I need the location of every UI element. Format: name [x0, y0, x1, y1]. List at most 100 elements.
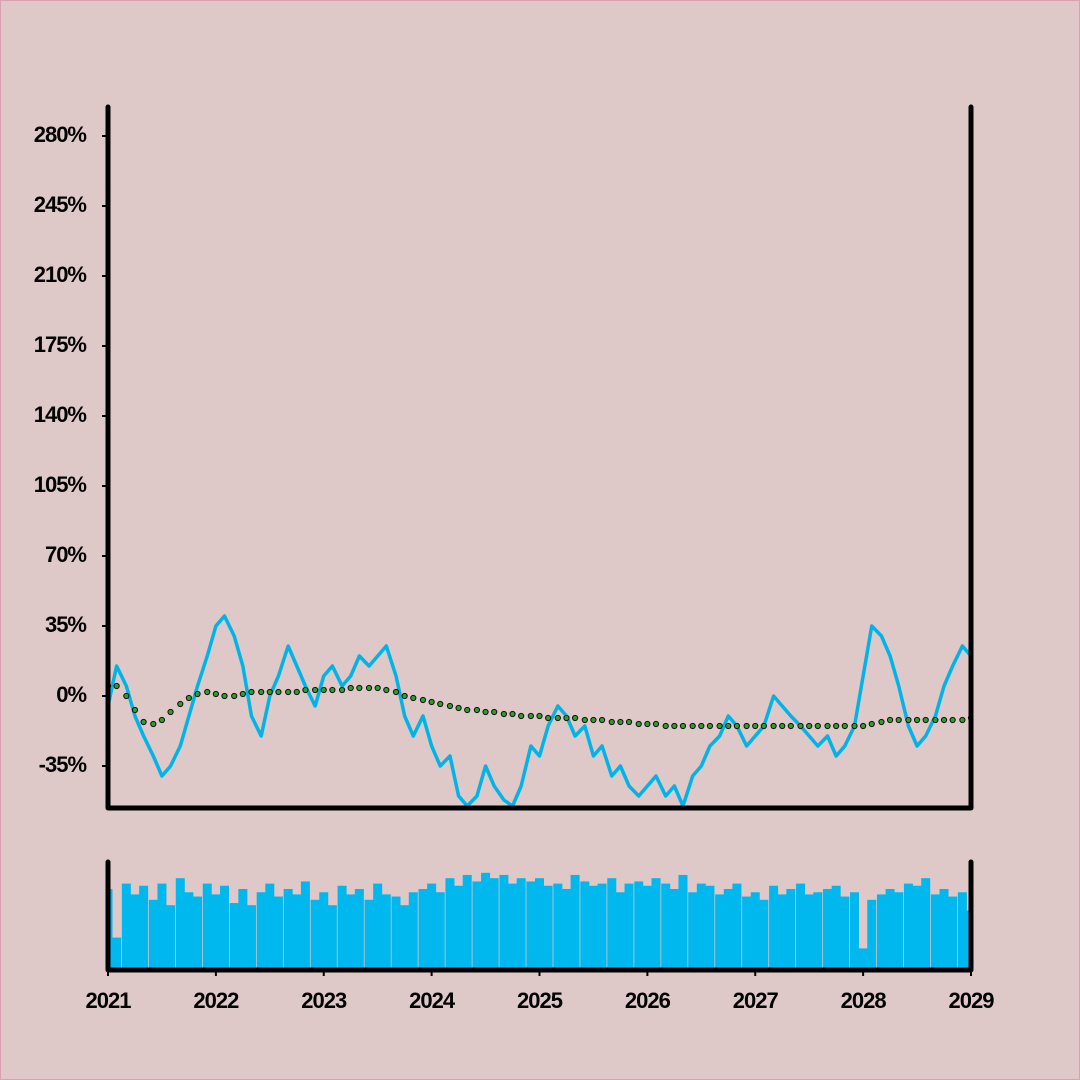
volume-bar [516, 878, 526, 970]
volume-bar [408, 892, 418, 970]
trend-dot [365, 684, 373, 692]
volume-bar [535, 878, 544, 970]
volume-bar [148, 899, 158, 970]
trend-dot [437, 700, 444, 708]
trend-dot [113, 682, 120, 690]
volume-bar [526, 881, 536, 970]
trend-dot [482, 708, 489, 716]
volume-bar [238, 889, 248, 970]
trend-dot [779, 722, 786, 730]
volume-bar [715, 894, 725, 970]
trend-dot [123, 692, 130, 700]
trend-dot [625, 718, 633, 726]
trend-dot [932, 716, 939, 724]
x-tick-label: 2024 [409, 988, 456, 1013]
volume-bar [543, 885, 553, 970]
trend-dot [679, 722, 687, 730]
trend-dot [158, 716, 166, 724]
volume-bar [813, 892, 823, 970]
volume-bar [391, 896, 401, 970]
trend-dot [824, 722, 831, 730]
volume-bar [273, 896, 283, 970]
volume-bar [850, 892, 859, 970]
trend-dot [212, 690, 219, 698]
trend-dot [338, 686, 346, 694]
volume-bar [292, 894, 302, 970]
trend-dot [644, 720, 651, 728]
volume-bar [642, 885, 652, 970]
trend-dot [312, 686, 319, 694]
y-tick-label: 245% [34, 192, 87, 217]
x-tick-label: 2028 [841, 988, 887, 1013]
volume-bar [112, 937, 122, 970]
trend-dot [868, 720, 875, 728]
volume-bar [354, 889, 364, 970]
volume-bar [930, 894, 940, 970]
volume-bar [337, 885, 347, 970]
trend-dot [635, 720, 642, 728]
trend-dot [554, 714, 561, 722]
trend-dot [833, 722, 840, 730]
volume-bar [319, 892, 329, 970]
volume-bar [723, 889, 733, 970]
x-tick-label: 2026 [625, 988, 671, 1013]
volume-bar [786, 889, 796, 970]
trend-dot [194, 690, 201, 698]
volume-bar [445, 878, 455, 970]
volume-bar [130, 894, 140, 970]
volume-bar [427, 883, 437, 970]
trend-dot [302, 686, 309, 694]
trend-dot [895, 716, 902, 724]
y-tick-label: -35% [39, 752, 87, 777]
volume-bar [796, 883, 806, 970]
volume-bar [804, 894, 814, 970]
trend-dot [949, 716, 956, 724]
trend-dot [590, 716, 597, 724]
trend-dot [392, 688, 400, 696]
trend-dot [733, 722, 741, 730]
x-tick-label: 2029 [949, 988, 995, 1013]
volume-bar [139, 885, 149, 970]
volume-bar [553, 883, 563, 970]
volume-bar [265, 883, 275, 970]
volume-bar [246, 905, 256, 970]
volume-bar [669, 889, 679, 970]
trend-dot [922, 716, 929, 724]
trend-dot [608, 718, 615, 726]
trend-dot [662, 722, 669, 730]
trend-dot [401, 692, 408, 700]
volume-bar [742, 896, 752, 970]
volume-bar [634, 881, 644, 970]
trend-dot [509, 710, 516, 718]
trend-dot [266, 688, 273, 696]
trend-dot [814, 722, 821, 730]
trend-dot [329, 686, 336, 694]
volume-bar [732, 883, 742, 970]
volume-bar [831, 885, 841, 970]
volume-bar [454, 885, 464, 970]
trend-dot [652, 720, 660, 728]
y-tick-label: 70% [45, 542, 86, 567]
trend-dot [527, 712, 534, 720]
y-tick-label: 105% [34, 472, 87, 497]
volume-bar [400, 905, 410, 970]
volume-bar [121, 883, 131, 970]
trend-dot [689, 722, 696, 730]
trend-dot [177, 700, 184, 708]
trend-dot [356, 684, 363, 692]
trend-dot [797, 722, 804, 730]
volume-bar [624, 883, 634, 970]
trend-dot [285, 688, 292, 696]
volume-bar [373, 883, 383, 970]
volume-bar [588, 885, 598, 970]
trend-dot [491, 708, 498, 716]
trend-dot [239, 690, 246, 698]
volume-bar [607, 878, 617, 970]
volume-bar [759, 899, 769, 970]
volume-bar [508, 883, 518, 970]
volume-bar [840, 896, 850, 970]
trend-dot [150, 720, 157, 728]
trend-dot [428, 698, 435, 706]
trend-dot [293, 688, 300, 696]
volume-bar [678, 874, 688, 970]
